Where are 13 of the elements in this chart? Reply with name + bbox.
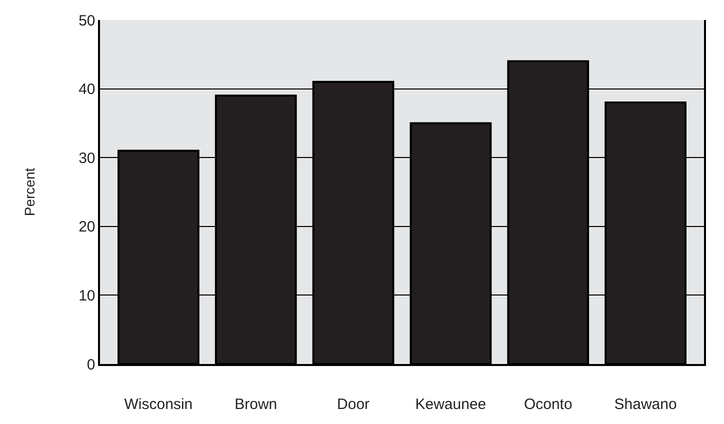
- y-axis-title: Percent: [22, 168, 38, 216]
- y-tick-label: 20: [78, 218, 96, 236]
- x-tick-label: Door: [337, 396, 370, 413]
- x-tick-label: Shawano: [614, 396, 677, 413]
- y-tick-label: 10: [78, 287, 96, 304]
- y-tick-label: 30: [78, 150, 96, 167]
- x-tick-label: Oconto: [524, 396, 572, 413]
- y-tick-label: 40: [78, 81, 96, 98]
- x-tick-label: Wisconsin: [124, 396, 193, 413]
- y-tick-label: 0: [86, 356, 96, 374]
- x-tick-label: Kewaunee: [415, 396, 486, 413]
- y-tick-label: 50: [78, 12, 96, 30]
- x-tick-label: Brown: [234, 396, 278, 413]
